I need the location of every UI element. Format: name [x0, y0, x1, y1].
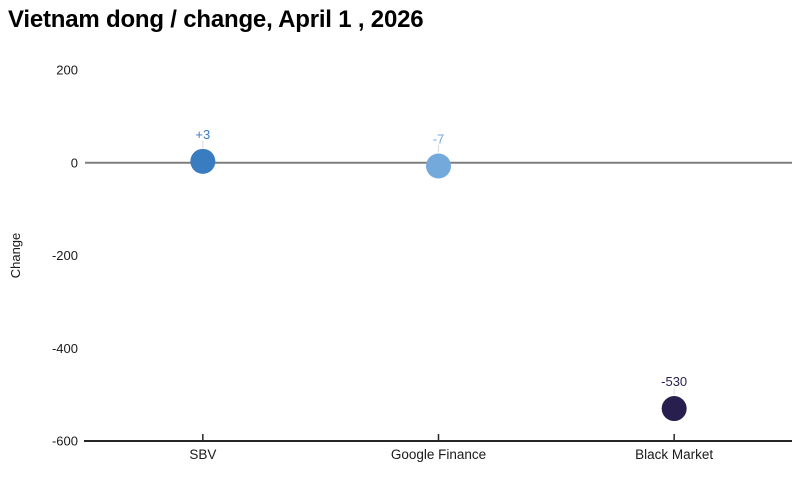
y-axis-tick-label: -600 [52, 434, 78, 449]
point-value-label: -530 [661, 374, 687, 389]
y-axis-title: Change [8, 233, 23, 279]
data-point [190, 148, 216, 174]
chart-title: Vietnam dong / change, April 1 , 2026 [8, 6, 424, 33]
x-axis-category-label: SBV [189, 447, 216, 462]
x-axis-category-label: Black Market [635, 447, 713, 462]
y-axis-tick-label: 0 [71, 155, 78, 170]
data-point [426, 153, 451, 179]
y-axis-tick-label: -400 [52, 341, 78, 356]
data-point [661, 396, 687, 422]
point-value-label: +3 [195, 127, 210, 142]
point-value-label: -7 [433, 131, 445, 146]
y-axis-tick-label: -200 [52, 248, 78, 263]
y-axis-tick-label: 200 [56, 63, 78, 78]
x-axis-category-label: Google Finance [391, 447, 486, 462]
